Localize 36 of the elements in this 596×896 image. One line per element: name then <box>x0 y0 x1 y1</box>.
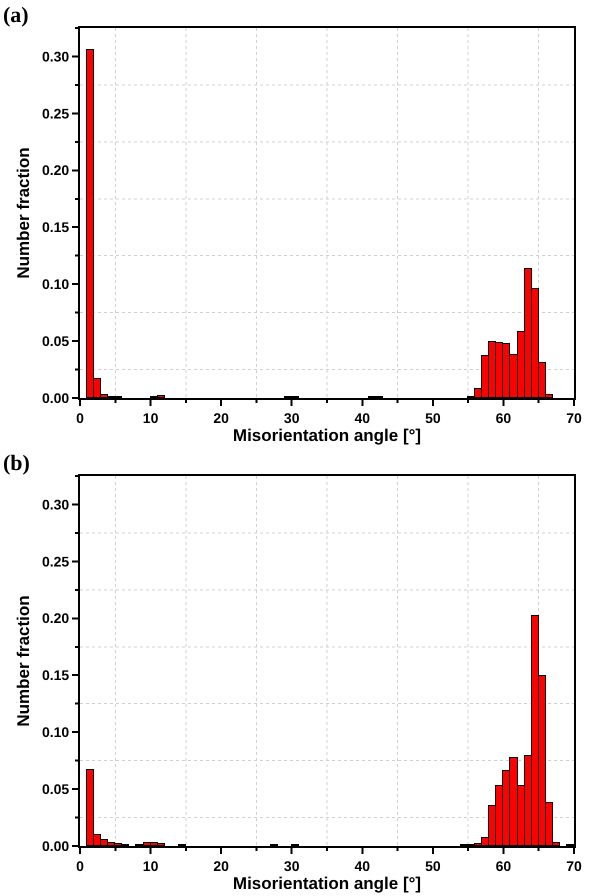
x-tick-label: 50 <box>425 410 441 426</box>
y-tick-label: 0.30 <box>42 48 70 64</box>
x-tick-label: 70 <box>566 410 582 426</box>
y-tick-label: 0.05 <box>42 780 70 797</box>
x-tick-label: 10 <box>142 410 159 426</box>
y-tick-label: 0.25 <box>42 553 70 570</box>
y-tick-label: 0.00 <box>42 390 70 406</box>
x-tick-label: 70 <box>566 858 582 874</box>
y-tick-label: 0.20 <box>42 610 70 626</box>
y-tick-label: 0.25 <box>42 105 70 122</box>
x-tick-label: 40 <box>354 410 370 426</box>
y-tick-label: 0.00 <box>42 838 70 854</box>
y-tick-label: 0.05 <box>42 332 70 349</box>
y-tick-label: 0.30 <box>42 496 70 512</box>
y-tick-label: 0.20 <box>42 162 70 178</box>
x-tick-label: 60 <box>496 858 512 874</box>
x-tick-label: 30 <box>284 410 300 426</box>
x-tick-label: 0 <box>76 410 84 426</box>
x-axis-title: Misorientation angle [°] <box>232 874 422 893</box>
x-tick-label: 10 <box>142 858 159 874</box>
y-tick-label: 0.15 <box>42 667 70 684</box>
x-tick-label: 20 <box>213 410 230 426</box>
y-axis-title: Number fraction <box>14 595 33 727</box>
x-tick-label: 20 <box>213 858 230 874</box>
y-tick-label: 0.10 <box>42 724 70 740</box>
x-tick-label: 30 <box>284 858 300 874</box>
chart-title: (a) <box>2 2 29 28</box>
y-tick-label: 0.10 <box>42 276 70 292</box>
x-tick-label: 40 <box>354 858 370 874</box>
x-tick-label: 50 <box>425 858 441 874</box>
x-tick-label: 0 <box>76 858 84 874</box>
chart-title: (b) <box>2 450 30 476</box>
y-axis-title: Number fraction <box>14 147 33 279</box>
x-tick-label: 60 <box>496 410 512 426</box>
y-tick-label: 0.15 <box>42 219 70 236</box>
x-axis-title: Misorientation angle [°] <box>232 426 422 445</box>
